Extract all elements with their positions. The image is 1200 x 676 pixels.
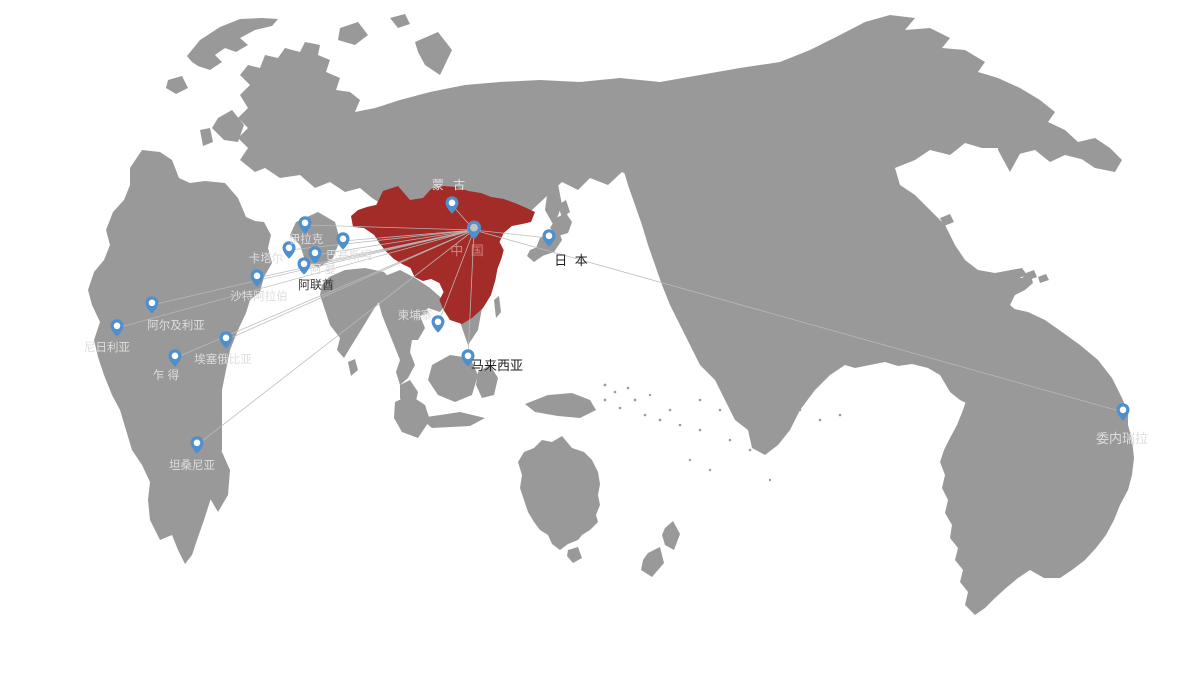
svg-text:尼日利亚: 尼日利亚 [84,341,130,354]
svg-text:中 国: 中 国 [450,243,486,258]
svg-text:阿 曼: 阿 曼 [310,263,336,276]
svg-text:委内瑞拉: 委内瑞拉 [1096,431,1148,446]
svg-text:柬埔寨: 柬埔寨 [398,308,433,322]
svg-text:卡塔尔: 卡塔尔 [249,251,284,265]
svg-text:巴基斯坦: 巴基斯坦 [326,248,372,262]
svg-text:蒙 古: 蒙 古 [432,177,468,192]
svg-text:沙特阿拉伯: 沙特阿拉伯 [230,289,288,303]
svg-text:乍 得: 乍 得 [153,368,179,382]
svg-text:阿联酋: 阿联酋 [298,277,334,292]
svg-text:伊拉克: 伊拉克 [289,232,324,246]
svg-text:日 本: 日 本 [554,253,590,268]
svg-text:坦桑尼亚: 坦桑尼亚 [169,458,215,472]
svg-text:阿尔及利亚: 阿尔及利亚 [147,318,205,332]
svg-text:马来西亚: 马来西亚 [471,358,523,373]
svg-text:埃塞俄比亚: 埃塞俄比亚 [194,352,252,366]
